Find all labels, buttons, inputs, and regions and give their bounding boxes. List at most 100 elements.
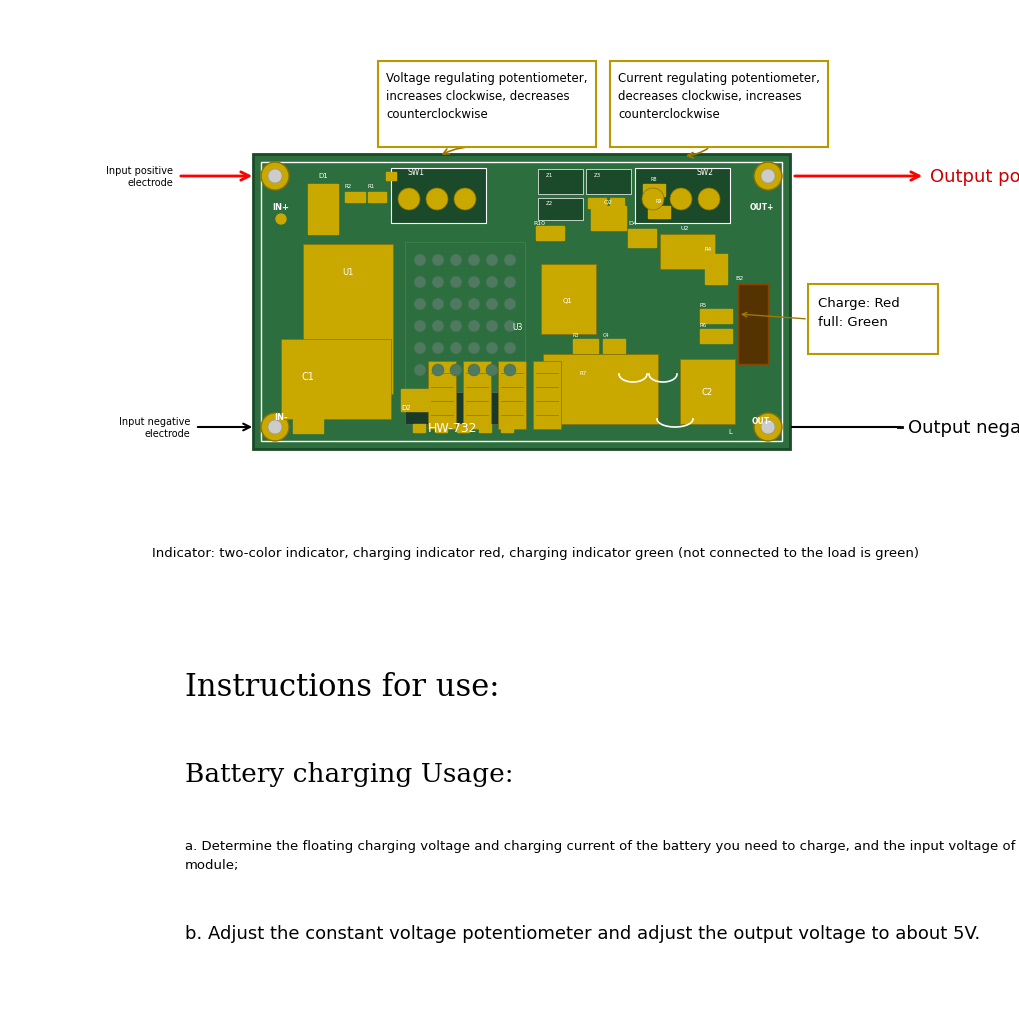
Text: U2: U2 — [680, 226, 689, 230]
Circle shape — [503, 321, 516, 332]
Circle shape — [503, 299, 516, 311]
Text: a. Determine the floating charging voltage and charging current of the battery y: a. Determine the floating charging volta… — [184, 840, 1019, 871]
Circle shape — [414, 277, 426, 288]
Bar — [303, 245, 392, 394]
Circle shape — [485, 342, 497, 355]
Bar — [540, 265, 595, 334]
Circle shape — [485, 277, 497, 288]
Bar — [479, 425, 490, 433]
Bar — [609, 199, 624, 209]
Circle shape — [503, 365, 516, 377]
Text: R8: R8 — [650, 177, 656, 181]
Circle shape — [414, 365, 426, 377]
Bar — [537, 170, 583, 195]
Text: C1: C1 — [302, 372, 314, 382]
Bar — [500, 425, 513, 433]
Text: U1: U1 — [342, 268, 354, 277]
Bar — [434, 425, 446, 433]
Circle shape — [449, 342, 462, 355]
Text: D1: D1 — [318, 173, 327, 178]
Text: R2: R2 — [344, 183, 352, 189]
Circle shape — [432, 342, 443, 355]
Circle shape — [753, 414, 782, 441]
Circle shape — [760, 170, 774, 183]
Text: U3: U3 — [513, 323, 523, 331]
Bar — [390, 169, 485, 224]
Circle shape — [669, 189, 691, 211]
Circle shape — [449, 255, 462, 267]
Bar — [807, 284, 937, 355]
Bar — [261, 163, 782, 441]
Text: R6: R6 — [699, 323, 706, 328]
Text: IN+: IN+ — [272, 203, 289, 211]
Text: B2: B2 — [735, 276, 743, 280]
Circle shape — [468, 365, 480, 377]
Bar — [535, 227, 564, 240]
Bar — [378, 62, 595, 148]
Text: Indicator: two-color indicator, charging indicator red, charging indicator green: Indicator: two-color indicator, charging… — [152, 546, 918, 559]
Text: OUT-: OUT- — [751, 417, 771, 426]
Bar — [385, 173, 395, 180]
Text: C4: C4 — [602, 332, 609, 337]
Circle shape — [276, 215, 285, 225]
Text: R10: R10 — [533, 221, 544, 226]
Bar — [400, 389, 433, 412]
Bar — [308, 184, 337, 234]
Circle shape — [432, 299, 443, 311]
Bar — [647, 207, 669, 219]
Circle shape — [432, 321, 443, 332]
Bar — [659, 234, 714, 270]
Circle shape — [485, 255, 497, 267]
Text: L: L — [728, 429, 732, 434]
Bar — [573, 339, 597, 354]
Bar — [590, 207, 626, 230]
Text: Q1: Q1 — [562, 298, 573, 304]
Circle shape — [503, 342, 516, 355]
Text: IN-: IN- — [274, 413, 287, 422]
Circle shape — [261, 163, 288, 191]
Circle shape — [485, 299, 497, 311]
Bar — [699, 330, 732, 343]
Circle shape — [760, 421, 774, 434]
Text: Instructions for use:: Instructions for use: — [184, 672, 499, 702]
Text: Output positive: Output positive — [929, 168, 1019, 185]
Bar — [533, 362, 560, 430]
Text: R9: R9 — [655, 199, 661, 204]
Circle shape — [397, 189, 420, 211]
Circle shape — [485, 321, 497, 332]
Text: Input positive
electrode: Input positive electrode — [106, 166, 173, 189]
Circle shape — [468, 321, 480, 332]
Bar — [413, 425, 425, 433]
Bar — [609, 62, 827, 148]
Bar — [344, 193, 365, 203]
Bar — [699, 310, 732, 324]
Circle shape — [449, 365, 462, 377]
Bar — [738, 284, 767, 365]
Text: SW1: SW1 — [408, 168, 424, 177]
Text: b. Adjust the constant voltage potentiometer and adjust the output voltage to ab: b. Adjust the constant voltage potentiom… — [184, 924, 979, 943]
Bar — [680, 360, 735, 425]
Circle shape — [485, 365, 497, 377]
Bar — [635, 169, 730, 224]
Text: D2: D2 — [400, 405, 411, 411]
Circle shape — [468, 342, 480, 355]
Circle shape — [697, 189, 719, 211]
Circle shape — [503, 255, 516, 267]
Bar — [586, 170, 631, 195]
Text: Current regulating potentiometer,
decreases clockwise, increases
counterclockwis: Current regulating potentiometer, decrea… — [618, 72, 819, 121]
Text: SW2: SW2 — [696, 168, 713, 177]
Text: R3: R3 — [573, 332, 579, 337]
Bar — [457, 425, 469, 433]
Circle shape — [268, 421, 281, 434]
Bar — [587, 199, 605, 209]
Bar — [405, 392, 525, 425]
Circle shape — [468, 255, 480, 267]
Circle shape — [449, 321, 462, 332]
Circle shape — [449, 299, 462, 311]
Text: R5: R5 — [699, 303, 706, 308]
Text: Input negative
electrode: Input negative electrode — [118, 417, 190, 439]
Bar — [280, 339, 390, 420]
Text: Output negative: Output negative — [907, 419, 1019, 436]
Circle shape — [453, 189, 476, 211]
Bar — [542, 355, 657, 425]
